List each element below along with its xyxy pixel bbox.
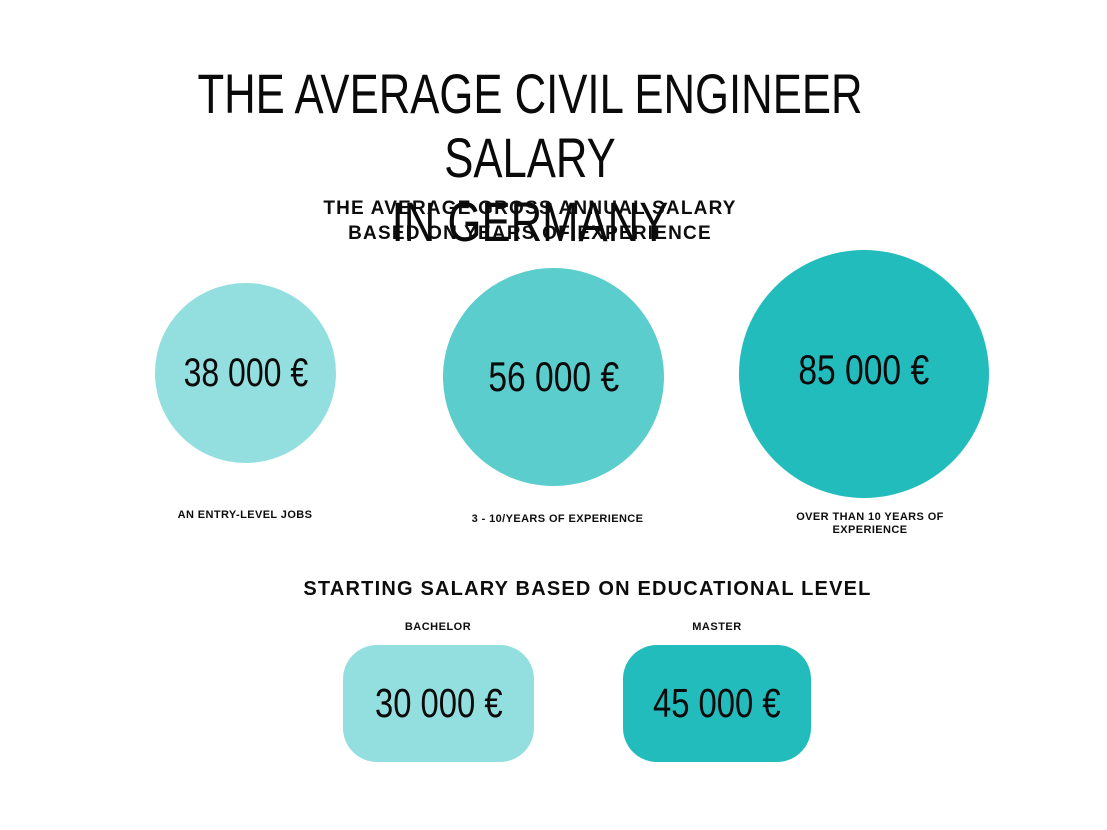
page-title: THE AVERAGE CIVIL ENGINEER SALARY IN GER… <box>117 62 944 254</box>
senior-level-caption-line1: OVER THAN 10 YEARS OF <box>796 511 944 523</box>
master-label: MASTER <box>692 621 742 633</box>
mid-level-salary-amount: 56 000 € <box>488 353 619 400</box>
page-title-line1: THE AVERAGE CIVIL ENGINEER SALARY <box>197 62 863 189</box>
senior-level-salary-amount: 85 000 € <box>798 346 930 393</box>
bachelor-label: BACHELOR <box>404 621 472 633</box>
bachelor-salary-amount: 30 000 € <box>374 680 503 726</box>
senior-level-salary-circle: 85 000 € <box>739 250 989 498</box>
experience-subtitle: THE AVERAGE GROSS ANNUAL SALARY BASED ON… <box>0 196 1060 246</box>
mid-level-caption: 3 - 10/YEARS OF EXPERIENCE <box>471 513 644 525</box>
entry-level-caption: AN ENTRY-LEVEL JOBS <box>177 509 313 521</box>
bachelor-salary-box: 30 000 € <box>343 645 534 762</box>
master-salary-amount: 45 000 € <box>653 680 781 726</box>
experience-subtitle-line2: BASED ON YEARS OF EXPERIENCE <box>348 223 712 244</box>
mid-level-salary-circle: 56 000 € <box>443 268 664 486</box>
entry-level-salary-circle: 38 000 € <box>155 283 336 463</box>
experience-subtitle-line1: THE AVERAGE GROSS ANNUAL SALARY <box>323 198 737 219</box>
page-title-line2: IN GERMANY <box>391 190 669 253</box>
entry-level-salary-amount: 38 000 € <box>183 350 308 395</box>
senior-level-caption: OVER THAN 10 YEARS OF EXPERIENCE <box>770 511 970 537</box>
education-section-title: STARTING SALARY BASED ON EDUCATIONAL LEV… <box>303 578 872 600</box>
master-salary-box: 45 000 € <box>623 645 811 762</box>
senior-level-caption-line2: EXPERIENCE <box>832 524 908 536</box>
